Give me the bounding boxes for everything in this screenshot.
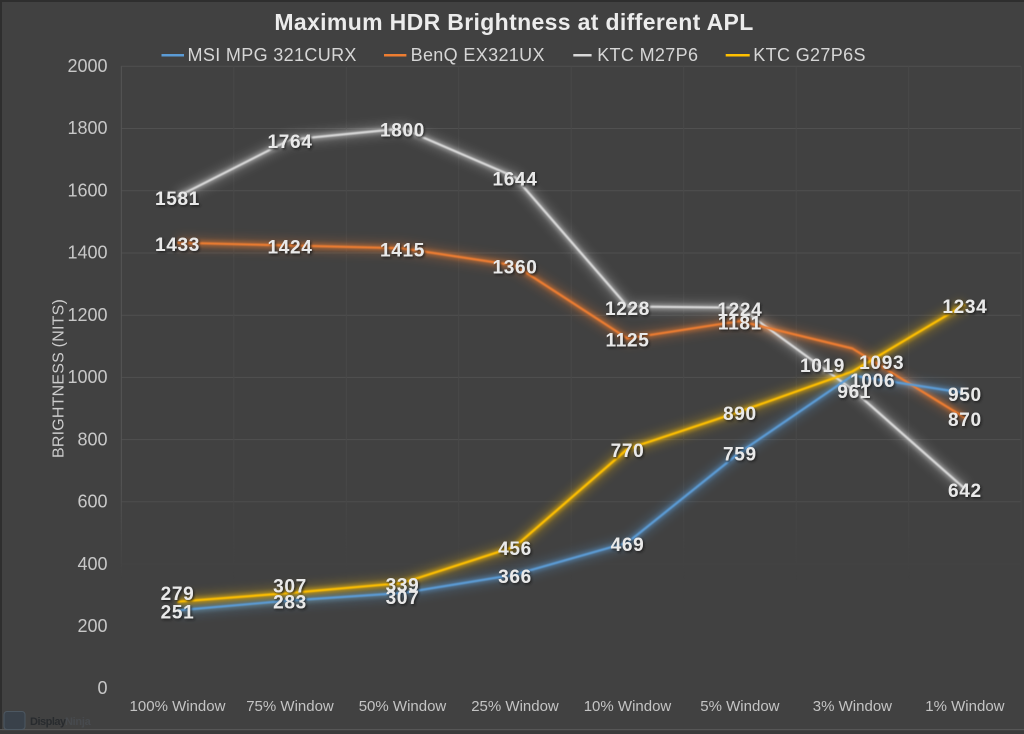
svg-text:1200: 1200 <box>67 305 107 325</box>
svg-text:1125: 1125 <box>605 331 649 352</box>
svg-text:1234: 1234 <box>942 297 987 318</box>
svg-text:456: 456 <box>498 539 532 560</box>
svg-text:1006: 1006 <box>850 371 895 392</box>
svg-text:950: 950 <box>948 385 982 406</box>
svg-text:469: 469 <box>611 535 645 556</box>
svg-text:1360: 1360 <box>492 258 537 279</box>
svg-text:5% Window: 5% Window <box>700 698 779 715</box>
svg-text:KTC G27P6S: KTC G27P6S <box>753 45 866 65</box>
svg-text:1019: 1019 <box>800 356 845 377</box>
svg-text:1433: 1433 <box>155 235 200 256</box>
svg-text:1093: 1093 <box>859 353 904 374</box>
svg-text:1224: 1224 <box>717 300 762 321</box>
svg-text:770: 770 <box>611 441 645 462</box>
svg-text:1800: 1800 <box>67 118 107 138</box>
svg-text:400: 400 <box>77 554 107 574</box>
svg-text:1800: 1800 <box>380 121 425 142</box>
svg-text:870: 870 <box>948 410 982 431</box>
svg-text:25% Window: 25% Window <box>471 698 559 715</box>
svg-text:1181: 1181 <box>718 313 762 334</box>
svg-text:Display: Display <box>30 716 67 728</box>
svg-text:800: 800 <box>77 429 107 449</box>
svg-text:75% Window: 75% Window <box>246 698 334 715</box>
svg-text:890: 890 <box>723 404 757 425</box>
svg-text:307: 307 <box>273 577 307 598</box>
svg-text:MSI MPG 321CURX: MSI MPG 321CURX <box>188 45 357 65</box>
svg-text:50% Window: 50% Window <box>359 698 447 715</box>
svg-text:307: 307 <box>386 588 420 609</box>
svg-text:283: 283 <box>273 593 307 614</box>
svg-text:251: 251 <box>161 603 195 624</box>
svg-text:3% Window: 3% Window <box>813 698 892 715</box>
svg-text:2000: 2000 <box>67 56 107 76</box>
svg-text:100% Window: 100% Window <box>130 698 226 715</box>
svg-text:200: 200 <box>77 616 107 636</box>
svg-text:0: 0 <box>97 678 107 698</box>
svg-text:1644: 1644 <box>492 169 537 190</box>
svg-text:1415: 1415 <box>380 241 425 262</box>
svg-text:961: 961 <box>837 382 871 403</box>
svg-text:600: 600 <box>77 492 107 512</box>
svg-text:10% Window: 10% Window <box>584 698 672 715</box>
svg-text:759: 759 <box>723 445 757 466</box>
svg-text:Maximum HDR Brightness at diff: Maximum HDR Brightness at different APL <box>274 9 753 35</box>
svg-text:1600: 1600 <box>67 180 107 200</box>
svg-text:339: 339 <box>386 576 420 597</box>
svg-text:1764: 1764 <box>267 132 312 153</box>
svg-text:1228: 1228 <box>605 299 650 320</box>
svg-text:Ninja: Ninja <box>65 716 92 728</box>
svg-text:KTC M27P6: KTC M27P6 <box>597 45 698 65</box>
svg-text:1000: 1000 <box>67 367 107 387</box>
svg-text:BRIGHTNESS (NITS): BRIGHTNESS (NITS) <box>51 299 68 458</box>
svg-text:366: 366 <box>498 567 532 588</box>
svg-text:BenQ EX321UX: BenQ EX321UX <box>411 45 545 65</box>
svg-text:1424: 1424 <box>267 238 312 259</box>
svg-text:279: 279 <box>161 584 195 605</box>
svg-text:642: 642 <box>948 481 982 502</box>
svg-text:1400: 1400 <box>67 243 107 263</box>
svg-text:1% Window: 1% Window <box>925 698 1004 715</box>
svg-text:1581: 1581 <box>155 189 200 210</box>
